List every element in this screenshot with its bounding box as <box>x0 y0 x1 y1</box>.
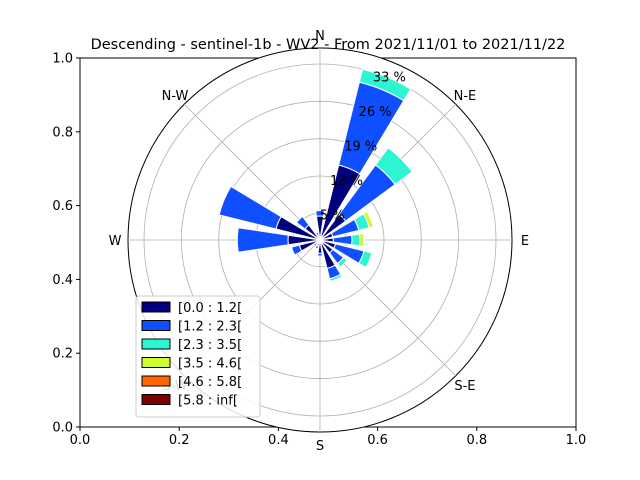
polar-spoke <box>183 103 321 241</box>
x-tick: 0.6 <box>367 427 388 448</box>
legend-label: [0.0 : 1.2[ <box>178 301 242 316</box>
direction-label: S <box>316 439 324 454</box>
rose-bars <box>218 68 413 283</box>
rose-bar-segment <box>295 215 310 230</box>
legend-label: [2.3 : 3.5[ <box>178 338 242 353</box>
legend-swatch <box>141 375 171 387</box>
y-tick: 0.0 <box>52 421 80 436</box>
x-tick: 0.4 <box>268 427 289 448</box>
legend-label: [5.8 : inf[ <box>178 394 238 409</box>
legend-swatch <box>141 357 171 368</box>
legend-label: [3.5 : 4.6[ <box>178 357 242 372</box>
y-tick: 0.2 <box>52 347 80 362</box>
rose-bar-segment <box>290 244 303 256</box>
direction-label: N-W <box>162 89 189 104</box>
y-tick-label: 1.0 <box>52 52 73 67</box>
y-tick: 0.4 <box>52 273 80 288</box>
x-tick: 0.0 <box>70 427 91 448</box>
rose-bar-segment <box>374 147 413 186</box>
legend-label: [4.6 : 5.8[ <box>178 375 242 390</box>
legend: [0.0 : 1.2[ [1.2 : 2.3[ [2.3 : 3.5[ [3.5 : … <box>135 295 261 418</box>
ring-label: 12 % <box>330 174 363 189</box>
legend-swatch <box>141 394 171 405</box>
rose-bar-segment <box>351 233 361 247</box>
ring-label: 5 % <box>320 208 345 223</box>
y-tick-label: 0.0 <box>52 421 73 436</box>
rose-bar-segment <box>336 256 348 268</box>
legend-swatch <box>141 301 171 313</box>
legend-label: [1.2 : 2.3[ <box>178 320 242 335</box>
legend-swatch <box>141 338 171 350</box>
rose-bar-segment <box>329 273 343 283</box>
y-tick: 0.8 <box>52 125 80 140</box>
direction-label: S-E <box>454 379 475 394</box>
direction-label: E <box>521 234 529 249</box>
direction-label: W <box>109 234 122 249</box>
x-tick: 0.8 <box>466 427 487 448</box>
direction-label: N-E <box>454 89 477 104</box>
rose-bar-segment <box>358 232 365 248</box>
y-tick-label: 0.6 <box>52 199 73 214</box>
rose-bar-segment <box>315 210 325 217</box>
x-tick-label: 0.4 <box>268 433 289 448</box>
direction-label: N <box>315 29 325 44</box>
y-tick-label: 0.2 <box>52 347 73 362</box>
rose-bar-segment <box>358 250 373 269</box>
y-tick: 1.0 <box>52 52 80 67</box>
x-tick-label: 0.6 <box>367 433 388 448</box>
ring-label: 26 % <box>359 105 392 120</box>
x-axis-ticks: 0.0 0.2 0.4 0.6 0.8 1.0 <box>70 427 587 448</box>
y-tick: 0.6 <box>52 199 80 214</box>
x-tick: 1.0 <box>566 427 587 448</box>
x-tick-label: 0.0 <box>70 433 91 448</box>
x-tick-label: 0.2 <box>169 433 190 448</box>
x-tick-label: 0.8 <box>466 433 487 448</box>
y-tick-label: 0.8 <box>52 125 73 140</box>
legend-swatch <box>141 320 171 331</box>
ring-labels: 5 % 12 % 19 % 26 % 33 % <box>320 70 406 223</box>
x-tick: 0.2 <box>169 427 190 448</box>
rose-bar-segment <box>317 252 323 257</box>
rose-bar-segment <box>236 227 289 253</box>
rose-bar-segment <box>315 231 320 237</box>
rose-bar-segment <box>312 242 318 248</box>
rose-bar-segment <box>218 185 282 230</box>
y-tick-label: 0.4 <box>52 273 73 288</box>
rose-bar-segment <box>362 211 374 229</box>
rose-bar-segment <box>358 68 412 102</box>
ring-label: 33 % <box>373 70 406 85</box>
ring-label: 19 % <box>344 139 377 154</box>
y-axis-ticks: 0.0 0.2 0.4 0.6 0.8 1.0 <box>52 52 80 436</box>
chart-title: Descending - sentinel-1b - WV2 - From 20… <box>91 37 566 53</box>
x-tick-label: 1.0 <box>566 433 587 448</box>
rose-bar-segment <box>314 244 320 250</box>
